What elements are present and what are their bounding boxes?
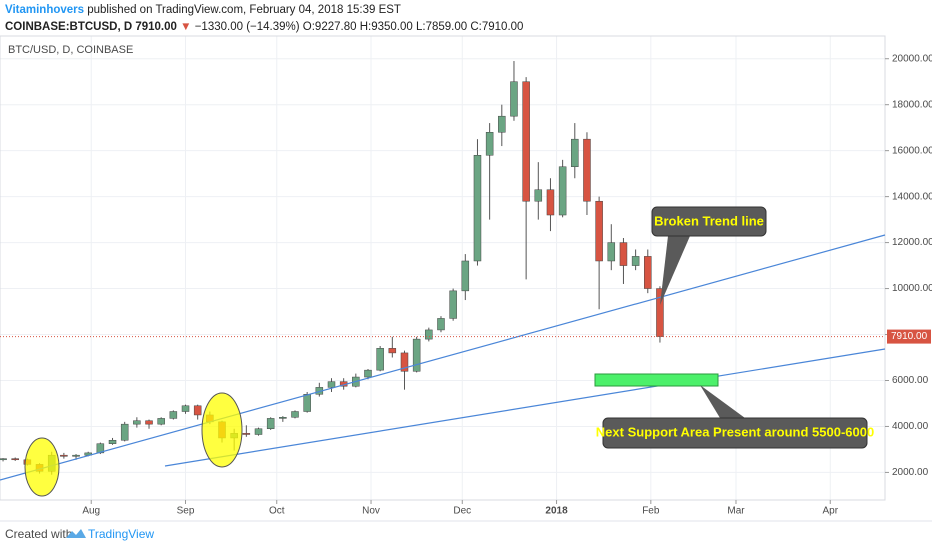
candle-body — [169, 411, 178, 419]
candle-body — [558, 166, 567, 216]
highlight — [24, 437, 60, 497]
candle-body — [400, 352, 409, 372]
candle-body — [157, 418, 165, 425]
candle-body — [96, 443, 105, 454]
candle-body — [60, 454, 68, 457]
y-tick-label: 16000.00 — [892, 145, 932, 156]
candle-body — [388, 348, 397, 354]
candle-body — [412, 338, 421, 372]
arrow: ▼ — [180, 21, 191, 33]
last-price-label: 7910.00 — [891, 331, 928, 342]
x-tick-label: Sep — [177, 506, 195, 517]
candle-body — [376, 348, 384, 371]
y-tick-label: 6000.00 — [892, 375, 929, 386]
candles — [0, 61, 664, 475]
candle-body — [631, 256, 640, 266]
candle-body — [473, 155, 482, 262]
candle-body — [571, 138, 579, 167]
candle-body — [0, 458, 7, 461]
candle-body — [364, 369, 372, 378]
price: 7910.00 — [135, 21, 177, 33]
x-tick-label: Apr — [822, 506, 838, 517]
candle-body — [108, 439, 117, 444]
candle-body — [72, 454, 80, 457]
symbol: COINBASE:BTCUSD, D — [5, 21, 132, 33]
candle-body — [327, 381, 336, 388]
x-tick-label: Oct — [269, 506, 285, 517]
candle-body — [583, 138, 591, 202]
candle-body — [656, 288, 664, 337]
candle-body — [242, 433, 251, 435]
ohlc-open: O:9227.80 — [303, 21, 357, 33]
plot-frame — [0, 35, 886, 501]
y-tick-label: 12000.00 — [892, 237, 932, 248]
candle-body — [181, 405, 190, 412]
candle-body — [291, 411, 299, 418]
candle-body — [498, 115, 506, 133]
x-tick-label: Nov — [362, 506, 380, 517]
candle-body — [619, 242, 628, 266]
symbol-line: COINBASE:BTCUSD, D 7910.00 ▼ −1330.00 (−… — [5, 21, 523, 33]
ohlc-low: L:7859.00 — [416, 21, 467, 33]
y-tick-label: 10000.00 — [892, 283, 932, 294]
callout — [602, 417, 868, 449]
footer-brand[interactable]: TradingView — [88, 527, 154, 541]
candle-body — [607, 242, 616, 262]
candle-body — [279, 417, 287, 419]
candle-body — [145, 420, 153, 425]
candle-body — [546, 189, 555, 216]
support-zone — [594, 373, 719, 387]
y-tick-label: 14000.00 — [892, 191, 932, 202]
callout-text: Broken Trend line — [654, 213, 764, 228]
candle-body — [303, 394, 311, 412]
candle-body — [425, 329, 433, 340]
candle-body — [644, 256, 652, 289]
callout-text: Next Support Area Present around 5500-60… — [596, 424, 874, 439]
y-tick-label: 18000.00 — [892, 99, 932, 110]
trend-line — [0, 234, 886, 481]
trend-line — [164, 348, 886, 467]
candle-body — [133, 420, 141, 425]
candle-body — [120, 423, 129, 441]
candle-body — [461, 260, 470, 292]
candle-body — [193, 405, 202, 416]
candle-body — [534, 189, 543, 202]
y-tick-label: 20000.00 — [892, 53, 932, 64]
x-tick-label: 2018 — [545, 506, 568, 517]
candle-body — [595, 200, 603, 262]
published: published on TradingView.com, February 0… — [87, 4, 401, 16]
pane-label: BTC/USD, D, COINBASE — [8, 44, 133, 56]
change: −1330.00 (−14.39%) — [195, 21, 300, 33]
candle-body — [266, 418, 275, 430]
candle-body — [510, 81, 518, 117]
candle-body — [449, 290, 457, 319]
x-tick-label: Dec — [453, 506, 471, 517]
candle-body — [437, 318, 445, 331]
callout-pointer — [700, 385, 745, 418]
ohlc-close: C:7910.00 — [470, 21, 523, 33]
author-name: Vitaminhovers — [5, 4, 84, 16]
y-tick-label: 4000.00 — [892, 421, 929, 432]
x-tick-label: Aug — [82, 506, 100, 517]
footer-text: Created with — [5, 527, 72, 541]
candle-body — [11, 458, 19, 461]
callout — [651, 206, 767, 237]
candle-body — [254, 428, 263, 435]
x-tick-label: Feb — [642, 506, 660, 517]
author: Vitaminhovers published on TradingView.c… — [5, 4, 401, 16]
highlight — [201, 392, 243, 468]
candle-body — [522, 81, 530, 202]
callout-pointer — [660, 236, 690, 305]
logo — [66, 529, 86, 538]
candle-body — [485, 132, 494, 156]
grid — [0, 36, 885, 500]
x-tick-label: Mar — [727, 506, 745, 517]
ohlc-high: H:9350.00 — [360, 21, 413, 33]
y-tick-label: 2000.00 — [892, 467, 929, 478]
last-price-box — [887, 329, 931, 344]
